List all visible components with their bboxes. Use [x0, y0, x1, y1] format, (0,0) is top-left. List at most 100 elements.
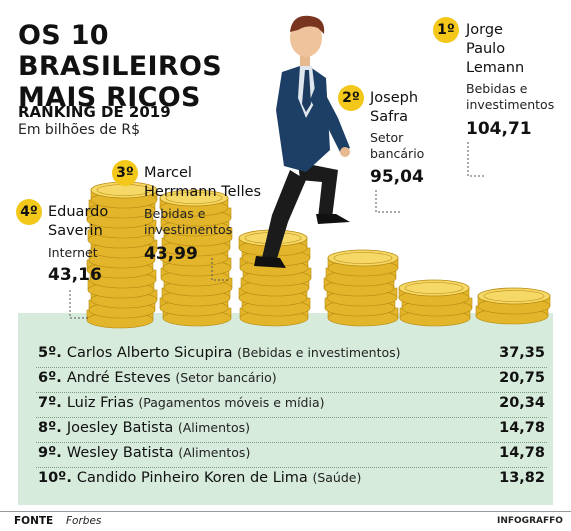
row-rank: 10º. [38, 470, 77, 486]
person-value-2: 95,04 [370, 167, 424, 187]
row-rank: 5º. [38, 345, 67, 361]
person-sector-4: Internet [48, 245, 128, 261]
row-person: Luiz Frias [66, 395, 139, 411]
unit-label: Em bilhões de R$ [18, 122, 140, 138]
person-value-4: 43,16 [48, 265, 102, 285]
person-sector-3: Bebidas e investimentos [144, 206, 254, 238]
row-sector: (Alimentos) [178, 445, 251, 460]
businessman-figure [254, 15, 350, 268]
leader-line-4 [69, 290, 88, 319]
name-line: Joseph [370, 90, 419, 106]
source-value: Forbes [66, 515, 102, 527]
row-name: 6º. André Esteves (Setor bancário) [38, 370, 277, 386]
row-sector: (Bebidas e investimentos) [237, 345, 401, 360]
person-name-3: Marcel Herrmann Telles [144, 164, 274, 202]
table-row: 10º. Candido Pinheiro Koren de Lima (Saú… [18, 468, 553, 492]
name-line: Eduardo [48, 204, 109, 220]
rank-badge-2: 2º [338, 85, 364, 111]
table-row: 6º. André Esteves (Setor bancário) 20,75 [18, 368, 553, 393]
row-value: 20,75 [499, 370, 545, 386]
front-leg [298, 162, 338, 218]
row-rank: 9º. [38, 445, 67, 461]
name-line: Paulo [466, 41, 506, 57]
table-row: 5º. Carlos Alberto Sicupira (Bebidas e i… [18, 343, 553, 368]
sector-line: bancário [370, 146, 425, 161]
row-name: 8º. Joesley Batista (Alimentos) [38, 420, 250, 436]
row-sector: (Alimentos) [177, 420, 250, 435]
hair [290, 15, 325, 34]
name-line: Herrmann Telles [144, 184, 262, 200]
sector-line: investimentos [466, 97, 555, 112]
person-value-1: 104,71 [466, 119, 532, 139]
row-person: Candido Pinheiro Koren de Lima [76, 470, 313, 486]
table-row: 8º. Joesley Batista (Alimentos) 14,78 [18, 418, 553, 443]
name-line: Safra [370, 109, 409, 125]
coin-top [398, 279, 470, 297]
source-label: FONTE [14, 515, 54, 527]
sector-line: Bebidas e [466, 81, 528, 96]
person-name-1: Jorge Paulo Lemann [466, 21, 566, 78]
person-value-3: 43,99 [144, 244, 198, 264]
person-name-4: Eduardo Saverin [48, 203, 128, 241]
neck [300, 52, 310, 66]
leader-line-3 [211, 258, 228, 281]
name-line: Lemann [466, 60, 525, 76]
person-sector-1: Bebidas e investimentos [466, 81, 566, 113]
rank-badge-4: 4º [16, 199, 42, 225]
coin-rim [165, 192, 223, 204]
coin-rim [483, 290, 545, 302]
arm [310, 80, 350, 152]
back-leg [262, 170, 306, 262]
name-line: Marcel [144, 165, 192, 181]
row-name: 10º. Candido Pinheiro Koren de Lima (Saú… [38, 470, 361, 486]
chart-subtitle: RANKING DE 2019 [18, 103, 171, 121]
row-person: Carlos Alberto Sicupira [66, 345, 238, 361]
sector-line: Bebidas e [144, 206, 206, 221]
row-rank: 6º. [38, 370, 67, 386]
row-separator [36, 392, 547, 393]
person-name-2: Joseph Safra [370, 89, 460, 127]
rank-badge-3: 3º [112, 160, 138, 186]
row-value: 14,78 [499, 420, 545, 436]
rank-badge-1: 1º [433, 17, 459, 43]
coin-top [159, 189, 229, 207]
hand [340, 147, 350, 157]
row-sector: (Setor bancário) [175, 370, 277, 385]
row-sector: (Saúde) [312, 470, 362, 485]
sector-line: Internet [48, 245, 98, 260]
row-value: 37,35 [499, 345, 545, 361]
leader-line-1 [467, 142, 484, 177]
row-sector: (Pagamentos móveis e mídia) [138, 395, 325, 410]
row-value: 20,34 [499, 395, 545, 411]
row-separator [36, 367, 547, 368]
sector-line: Setor [370, 130, 404, 145]
coin-top [327, 249, 399, 267]
coin-rim [404, 282, 464, 294]
row-person: Wesley Batista [66, 445, 179, 461]
row-separator [36, 417, 547, 418]
row-separator [36, 467, 547, 468]
coin-top [477, 287, 551, 305]
row-person: Joesley Batista [66, 420, 178, 436]
front-shoe [316, 214, 350, 224]
row-name: 5º. Carlos Alberto Sicupira (Bebidas e i… [38, 345, 401, 361]
brand-logo: INFOGRAFFO [497, 516, 563, 526]
row-value: 13,82 [499, 470, 545, 486]
tie [302, 70, 311, 112]
coin-rim [333, 252, 393, 264]
footer-divider [0, 511, 571, 512]
row-rank: 8º. [38, 420, 67, 436]
table-row: 7º. Luiz Frias (Pagamentos móveis e mídi… [18, 393, 553, 418]
row-rank: 7º. [38, 395, 67, 411]
person-sector-2: Setor bancário [370, 130, 460, 162]
row-value: 14,78 [499, 445, 545, 461]
others-table: 5º. Carlos Alberto Sicupira (Bebidas e i… [18, 313, 553, 505]
page-title: OS 10 BRASILEIROS MAIS RICOS [18, 20, 222, 113]
row-person: André Esteves [66, 370, 176, 386]
back-shoe [254, 256, 286, 268]
table-row: 9º. Wesley Batista (Alimentos) 14,78 [18, 443, 553, 468]
row-name: 9º. Wesley Batista (Alimentos) [38, 445, 250, 461]
row-separator [36, 442, 547, 443]
leader-line-2 [375, 190, 400, 213]
